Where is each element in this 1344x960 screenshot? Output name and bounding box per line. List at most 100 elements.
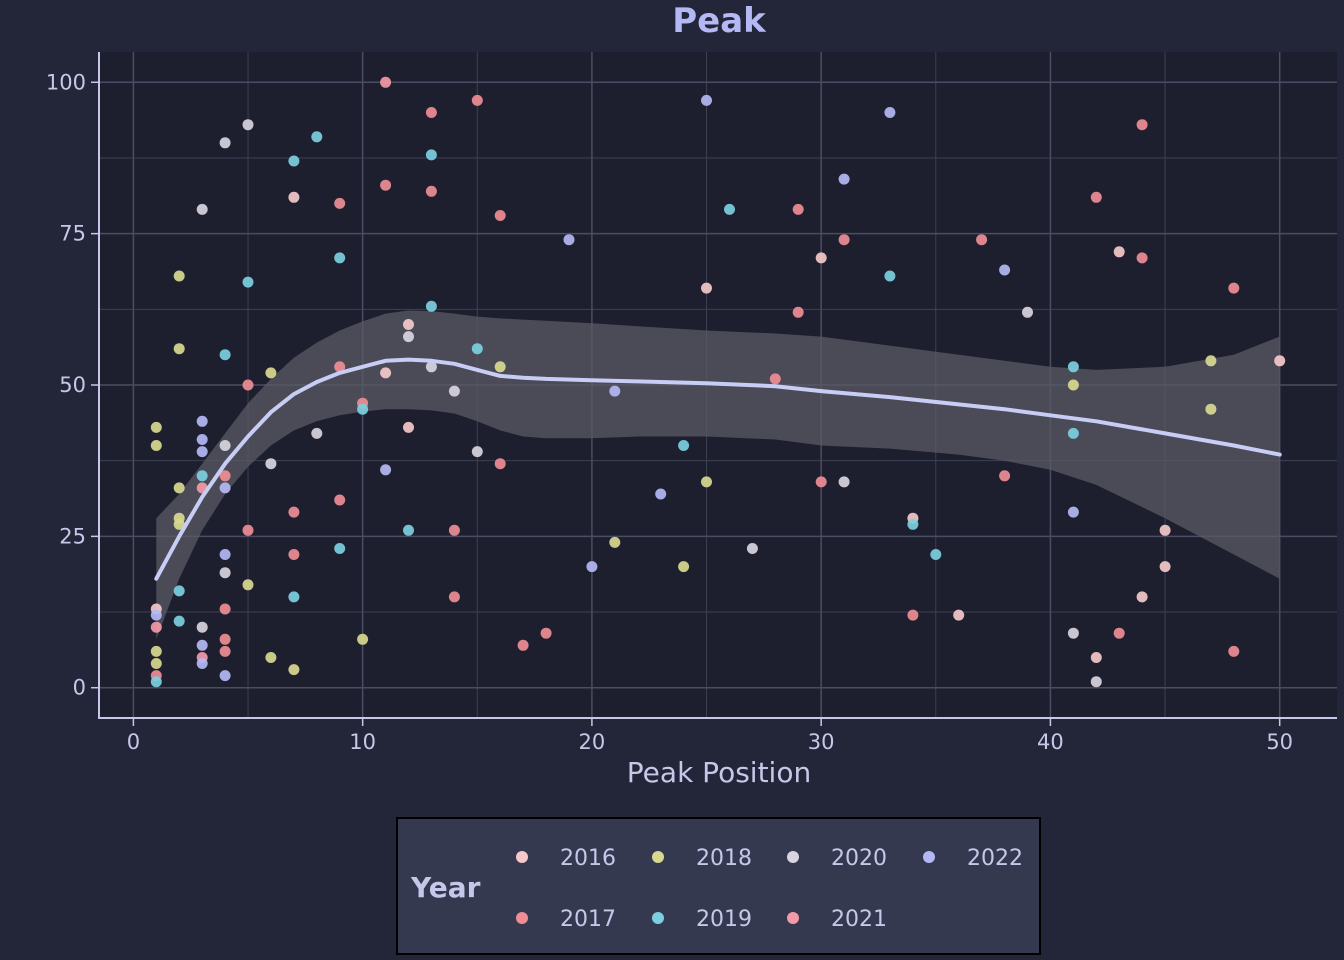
data-point-2016 bbox=[1136, 591, 1148, 603]
data-point-2016 bbox=[1159, 561, 1171, 573]
y-tick-label: 0 bbox=[73, 676, 86, 700]
data-point-2022 bbox=[219, 549, 231, 560]
data-point-2022 bbox=[196, 639, 208, 651]
legend-key-2022 bbox=[923, 851, 935, 863]
legend-label-2022: 2022 bbox=[967, 846, 1023, 871]
data-point-2017 bbox=[425, 185, 437, 197]
legend-label-2017: 2017 bbox=[560, 907, 616, 932]
data-point-2019 bbox=[907, 518, 919, 530]
data-point-2022 bbox=[219, 670, 231, 682]
data-point-2020 bbox=[219, 137, 231, 149]
data-point-2017 bbox=[380, 179, 392, 191]
data-point-2018 bbox=[150, 421, 162, 433]
smooth-line bbox=[154, 357, 1282, 581]
data-point-2017 bbox=[448, 524, 460, 536]
data-point-2019 bbox=[334, 252, 346, 264]
data-point-2020 bbox=[219, 440, 231, 451]
data-point-2017 bbox=[999, 470, 1011, 482]
x-tick-label: 10 bbox=[349, 730, 376, 754]
data-point-2017 bbox=[334, 197, 346, 209]
data-point-2022 bbox=[380, 464, 392, 476]
data-point-2019 bbox=[724, 203, 735, 215]
data-point-2016 bbox=[288, 191, 300, 203]
data-point-2019 bbox=[150, 676, 162, 688]
data-point-2022 bbox=[196, 434, 208, 445]
data-point-2022 bbox=[999, 264, 1011, 276]
y-tick-label: 100 bbox=[46, 70, 86, 94]
data-point-2016 bbox=[701, 282, 712, 294]
data-point-2021 bbox=[150, 621, 162, 633]
data-point-2018 bbox=[150, 645, 162, 657]
data-point-2017 bbox=[242, 524, 254, 536]
legend-label-2016: 2016 bbox=[560, 846, 616, 871]
data-point-2020 bbox=[425, 361, 437, 373]
legend-label-2020: 2020 bbox=[831, 846, 887, 871]
data-point-2017 bbox=[219, 633, 231, 645]
y-tick-label: 75 bbox=[59, 222, 86, 246]
data-point-2019 bbox=[930, 549, 942, 560]
data-point-2019 bbox=[425, 300, 437, 312]
data-point-2016 bbox=[1159, 524, 1171, 536]
data-point-2017 bbox=[334, 494, 346, 506]
data-point-2017 bbox=[219, 470, 231, 482]
data-point-2017 bbox=[815, 476, 827, 488]
data-point-2016 bbox=[1090, 652, 1102, 663]
data-point-2018 bbox=[609, 536, 621, 548]
legend-key-2019 bbox=[652, 912, 664, 924]
data-point-2020 bbox=[242, 119, 254, 131]
data-point-2020 bbox=[219, 567, 231, 579]
data-point-2019 bbox=[1067, 427, 1079, 439]
data-point-2018 bbox=[173, 518, 185, 530]
data-point-2022 bbox=[884, 107, 896, 118]
data-point-2019 bbox=[403, 524, 414, 536]
data-point-2021 bbox=[380, 76, 392, 88]
data-point-2022 bbox=[701, 94, 712, 106]
data-point-2017 bbox=[540, 627, 552, 639]
data-point-2017 bbox=[1136, 252, 1148, 264]
legend-key-2016 bbox=[516, 851, 528, 863]
data-point-2018 bbox=[701, 476, 712, 488]
data-point-2018 bbox=[1205, 355, 1217, 367]
data-point-2019 bbox=[334, 543, 346, 554]
x-tick-label: 50 bbox=[1266, 730, 1293, 754]
data-point-2018 bbox=[1067, 379, 1079, 391]
data-point-2016 bbox=[403, 319, 414, 330]
data-point-2019 bbox=[678, 440, 690, 451]
data-point-2018 bbox=[173, 482, 185, 494]
data-point-2018 bbox=[173, 343, 185, 355]
legend-items: 2016 2017 2018 2019 2020 2021 2022 bbox=[516, 846, 1023, 932]
data-point-2017 bbox=[792, 203, 804, 215]
data-point-2020 bbox=[311, 427, 323, 439]
data-point-2016 bbox=[815, 252, 827, 264]
data-point-2022 bbox=[196, 658, 208, 669]
legend-label-2018: 2018 bbox=[696, 846, 752, 871]
x-tick-label: 30 bbox=[808, 730, 835, 754]
data-point-2022 bbox=[838, 173, 850, 185]
legend-key-2018 bbox=[652, 851, 664, 863]
x-tick-label: 20 bbox=[579, 730, 606, 754]
data-point-2017 bbox=[907, 609, 919, 621]
data-points bbox=[150, 76, 1286, 688]
data-point-2019 bbox=[196, 470, 208, 482]
data-point-2020 bbox=[265, 458, 277, 470]
data-point-2020 bbox=[403, 331, 414, 343]
data-point-2017 bbox=[288, 549, 300, 560]
data-point-2020 bbox=[448, 385, 460, 397]
data-point-2018 bbox=[265, 367, 277, 379]
data-point-2022 bbox=[563, 234, 575, 246]
data-point-2019 bbox=[425, 149, 437, 161]
confidence-band-area bbox=[156, 310, 1280, 640]
data-point-2020 bbox=[1067, 627, 1079, 639]
data-point-2017 bbox=[242, 379, 254, 391]
data-point-2020 bbox=[196, 621, 208, 633]
data-point-2016 bbox=[380, 367, 392, 379]
data-point-2019 bbox=[219, 349, 231, 361]
data-point-2020 bbox=[196, 203, 208, 215]
data-point-2019 bbox=[357, 403, 369, 415]
confidence-band bbox=[156, 310, 1280, 640]
data-point-2018 bbox=[150, 658, 162, 669]
data-point-2022 bbox=[150, 609, 162, 621]
data-point-2017 bbox=[769, 373, 781, 385]
data-point-2022 bbox=[196, 446, 208, 458]
data-point-2018 bbox=[494, 361, 506, 373]
